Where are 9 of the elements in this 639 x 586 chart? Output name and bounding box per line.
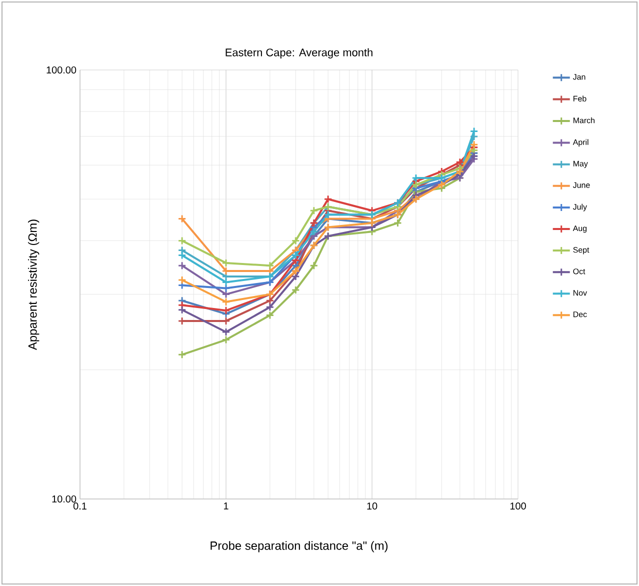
x-tick-label: 100 bbox=[510, 502, 526, 510]
y-axis-title: Apparent resistivity (Ωm) bbox=[28, 220, 40, 350]
y-tick-label: 10.00 bbox=[52, 495, 76, 502]
chart-title: Eastern Cape: Average month bbox=[226, 48, 372, 58]
x-tick-label: 0.1 bbox=[73, 502, 86, 510]
x-axis-title: Probe separation distance "a" (m) bbox=[210, 541, 388, 552]
x-tick-label: 10 bbox=[367, 502, 378, 510]
y-tick-label: 100.00 bbox=[46, 66, 76, 74]
x-tick-label: 1 bbox=[224, 502, 228, 510]
